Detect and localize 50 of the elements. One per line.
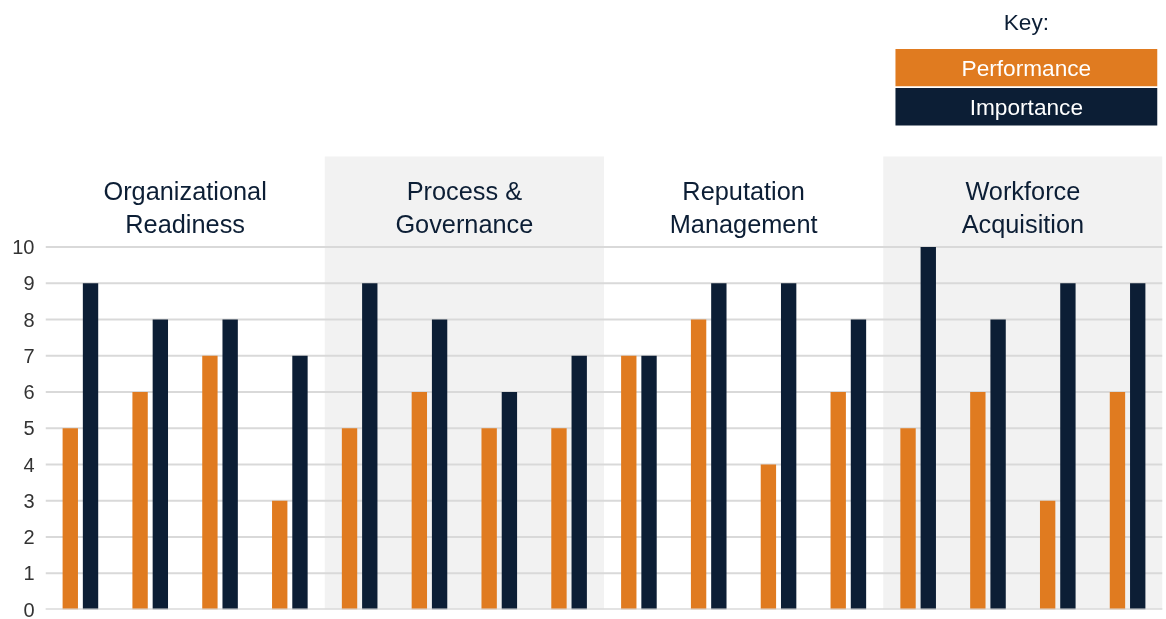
bar (501, 392, 518, 610)
bar (132, 392, 148, 610)
bar (411, 392, 428, 610)
y-tick-label: 8 (23, 308, 35, 331)
text: Performance (961, 54, 1092, 81)
y-tick-label: 0 (23, 598, 35, 619)
bar (690, 319, 707, 610)
text: Process & Governance (395, 176, 534, 239)
bar (1060, 283, 1076, 610)
text: Organizational Readiness (103, 176, 267, 239)
bar (970, 392, 986, 610)
y-tick-label: 6 (23, 381, 35, 403)
text: Workforce Acquisition (961, 176, 1085, 239)
bar (760, 464, 777, 610)
y-tick-label: 1 (23, 562, 35, 585)
bar (920, 247, 936, 610)
y-tick-label: 9 (23, 272, 35, 295)
bar (431, 319, 448, 610)
y-tick-label: 10 (12, 236, 35, 258)
text: Importance (969, 93, 1084, 120)
y-tick-label: 2 (23, 526, 35, 548)
bar (1109, 392, 1126, 610)
bar (1130, 283, 1146, 610)
bar (152, 319, 169, 610)
y-tick-label: 5 (23, 417, 35, 440)
bar (362, 283, 378, 610)
bar (571, 355, 587, 610)
text: Reputation Management (669, 176, 818, 239)
legend-title: Key: (1003, 9, 1050, 36)
bar (900, 428, 916, 610)
y-tick-label: 3 (23, 489, 35, 512)
bar (551, 428, 567, 610)
bar (481, 428, 497, 610)
bar (272, 500, 288, 610)
bar (292, 355, 308, 610)
bar (850, 319, 867, 610)
bar (711, 283, 727, 610)
bar (780, 283, 797, 610)
bar (990, 319, 1006, 610)
bar (222, 319, 238, 610)
bar (641, 355, 657, 610)
y-tick-label: 7 (23, 344, 35, 367)
bar (62, 428, 78, 610)
bar (830, 392, 846, 610)
bar (82, 283, 99, 610)
y-tick-label: 4 (23, 453, 35, 476)
bar (341, 428, 358, 610)
bar (1039, 500, 1056, 610)
bar (621, 355, 637, 610)
bar (202, 355, 218, 610)
